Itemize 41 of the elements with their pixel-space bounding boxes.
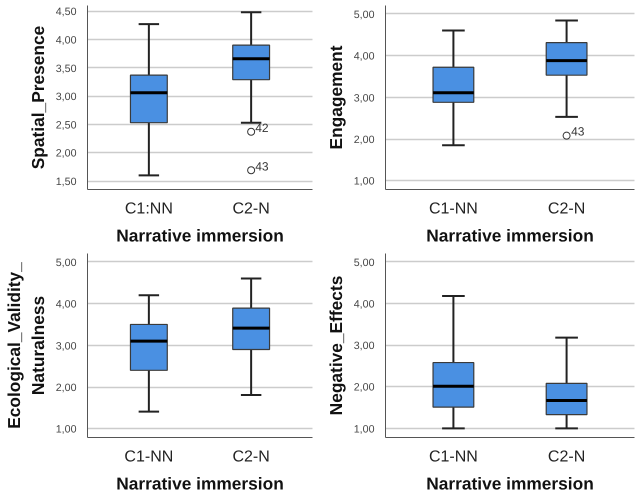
x-tick-label: C1-NN (428, 200, 478, 218)
y-tick-label: 3,00 (56, 91, 77, 104)
annotation: 43 (571, 124, 585, 139)
x-axis-title: Narrative immersion (116, 226, 284, 246)
y-tick-label: 2,00 (56, 148, 77, 160)
x-axis-title: Narrative immersion (116, 474, 284, 494)
y-tick-label: 2,00 (56, 382, 77, 394)
y-axis-title: Spatial_Presence (28, 25, 48, 170)
x-axis-title: Narrative immersion (426, 474, 594, 494)
y-tick-label: 1,50 (56, 176, 77, 188)
x-tick-label: C1:NN (124, 200, 173, 218)
y-axis-title: Ecological_Validity_ Naturalness (4, 262, 48, 429)
y-tick-label: 2,00 (354, 134, 375, 146)
x-tick-label: C2-N (232, 448, 270, 466)
y-tick-label: 5,00 (354, 256, 375, 269)
x-tick-label: C1-NN (124, 448, 174, 466)
annotation: 43 (255, 159, 269, 174)
annotation: 42 (255, 120, 269, 135)
x-tick-label: C2-N (548, 200, 586, 218)
y-tick-label: 4,00 (354, 50, 375, 63)
x-axis-title: Narrative immersion (426, 226, 594, 246)
x-tick-label: C2-N (232, 200, 270, 218)
y-tick-label: 1,00 (354, 176, 375, 188)
y-axis-title: Negative_Effects (326, 276, 346, 416)
y-tick-label: 1,00 (56, 424, 77, 436)
x-tick-label: C2-N (548, 448, 586, 466)
y-tick-label: 2,00 (354, 382, 375, 394)
y-tick-label: 3,50 (56, 62, 77, 75)
y-tick-label: 4,50 (56, 6, 77, 18)
y-tick-label: 3,00 (354, 92, 375, 104)
y-axis-title: Engagement (326, 45, 346, 150)
x-tick-label: C1-NN (428, 448, 478, 466)
y-tick-label: 4,00 (56, 298, 77, 311)
y-tick-label: 5,00 (354, 8, 375, 21)
y-tick-label: 3,00 (354, 340, 375, 352)
y-tick-label: 2,50 (56, 119, 77, 132)
y-tick-label: 4,00 (354, 298, 375, 310)
y-tick-label: 3,00 (56, 340, 77, 352)
y-tick-label: 5,00 (56, 256, 77, 269)
y-tick-label: 4,00 (56, 34, 77, 46)
y-tick-label: 1,00 (354, 423, 375, 436)
